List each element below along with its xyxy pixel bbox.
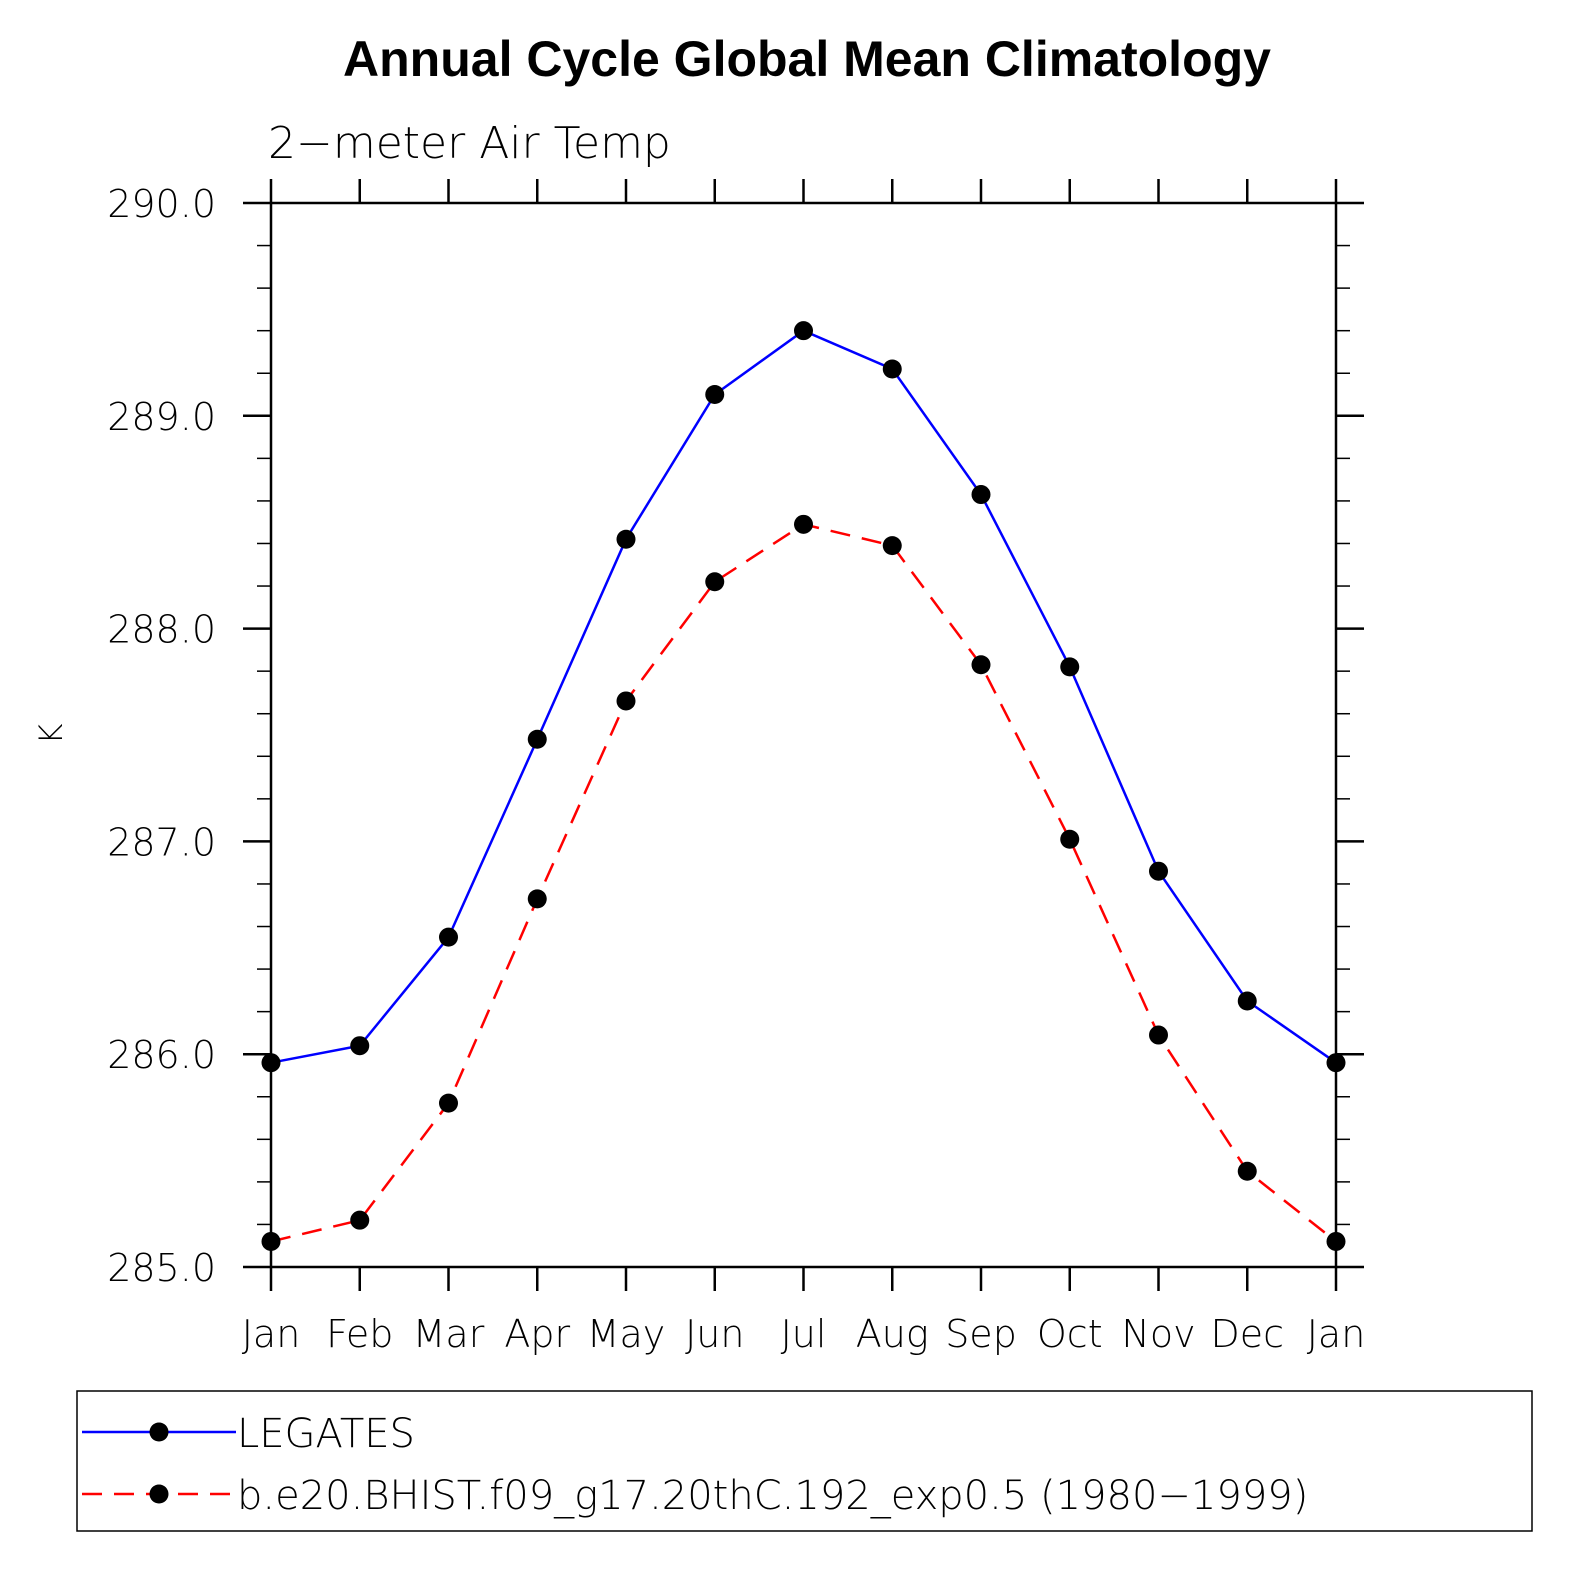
y-tick-label: 290.0	[107, 182, 216, 226]
x-tick-label: Sep	[945, 1312, 1017, 1356]
y-tick-label: 287.0	[107, 820, 216, 864]
legend-label: LEGATES	[237, 1411, 415, 1457]
data-point	[882, 536, 902, 556]
legend-marker	[149, 1422, 169, 1442]
data-point	[1149, 1025, 1168, 1045]
data-point	[1060, 657, 1080, 677]
axis-ticks	[243, 179, 1364, 1291]
y-tick-label: 285.0	[107, 1246, 216, 1290]
x-tick-label: Aug	[856, 1312, 929, 1356]
x-tick-label: Jan	[1307, 1312, 1366, 1356]
data-point	[705, 385, 725, 405]
chart-subtitle: 2−meter Air Temp	[268, 118, 671, 169]
x-tick-label: Oct	[1037, 1312, 1103, 1356]
y-tick-label: 286.0	[107, 1033, 216, 1077]
data-point	[794, 321, 813, 341]
y-tick-label: 288.0	[107, 608, 216, 652]
x-tick-label: Jul	[781, 1312, 827, 1356]
x-tick-label: Nov	[1121, 1312, 1195, 1356]
x-tick-label: Dec	[1210, 1312, 1284, 1356]
series-line-0	[270, 329, 1337, 1064]
legend-marker	[149, 1484, 169, 1504]
series-layer	[261, 321, 1346, 1251]
data-point	[971, 655, 991, 675]
data-point	[261, 1231, 281, 1251]
data-point	[527, 729, 547, 749]
data-point	[439, 1093, 458, 1113]
x-tick-label: Mar	[413, 1312, 485, 1356]
data-point	[1149, 861, 1168, 881]
legend: LEGATES b.e20.BHIST.f09_g17.20thC.192_exp…	[76, 1390, 1533, 1532]
data-point	[261, 1053, 281, 1073]
data-point	[616, 691, 636, 711]
y-tick-label: 289.0	[107, 395, 216, 439]
data-point	[1237, 991, 1257, 1011]
series-line-1	[270, 522, 1337, 1243]
data-point	[350, 1036, 370, 1056]
data-point	[705, 572, 725, 592]
axis-tick-labels: Jan Feb Mar Apr May Jun Jul Aug Sep Oct Nov Dec Jan 2…	[107, 182, 1365, 1356]
data-point	[794, 514, 813, 534]
data-point	[1060, 829, 1080, 849]
x-tick-label: Feb	[326, 1312, 393, 1356]
data-point	[1326, 1231, 1346, 1251]
y-axis-label: K	[32, 723, 70, 744]
x-tick-label: May	[587, 1312, 666, 1356]
data-point	[350, 1210, 370, 1230]
legend-label: b.e20.BHIST.f09_g17.20thC.192_exp0.5 (19…	[237, 1473, 1308, 1519]
x-tick-label: Jan	[242, 1312, 301, 1356]
x-tick-label: Jun	[685, 1312, 744, 1356]
data-point	[882, 359, 902, 379]
x-tick-label: Apr	[504, 1312, 570, 1356]
legend-box	[76, 1390, 1533, 1532]
data-point	[527, 889, 547, 909]
data-point	[439, 927, 458, 947]
chart-title: Annual Cycle Global Mean Climatology	[343, 31, 1271, 87]
data-point	[1326, 1053, 1346, 1073]
data-point	[971, 485, 991, 505]
plot-area-frame	[269, 201, 1338, 1269]
data-point	[616, 529, 636, 549]
data-point	[1237, 1161, 1257, 1181]
legend-items: LEGATES b.e20.BHIST.f09_g17.20thC.192_exp…	[82, 1411, 1308, 1519]
